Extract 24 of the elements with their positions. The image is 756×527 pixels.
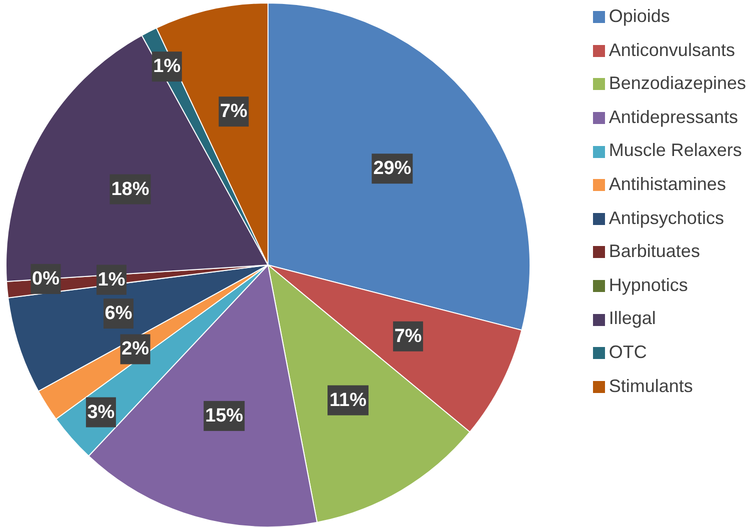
legend-label: Illegal	[608, 308, 656, 328]
data-label: 15%	[205, 405, 244, 426]
legend-label: Muscle Relaxers	[608, 140, 742, 160]
data-label: 3%	[87, 402, 115, 423]
text: 0%	[32, 268, 60, 290]
data-label: 2%	[122, 338, 150, 360]
legend-label: Antihistamines	[608, 174, 726, 194]
legend-label: Antidepressants	[608, 106, 738, 127]
legend-label: Anticonvulsants	[608, 40, 735, 60]
legend-label: Barbituates	[608, 241, 700, 262]
legend-label: Hypnotics	[608, 274, 688, 295]
data-label: 11%	[330, 390, 367, 411]
data-label: 6%	[104, 303, 132, 324]
data-label: 29%	[373, 158, 412, 180]
data-label: 1%	[153, 56, 181, 78]
legend-label: Opioids	[608, 6, 670, 26]
legend-label: Stimulants	[608, 376, 693, 396]
data-label: 18%	[111, 178, 150, 200]
data-label: 7%	[220, 101, 248, 122]
data-label: 7%	[394, 326, 422, 347]
legend-label: Benzodiazepines	[608, 73, 746, 94]
data-label: 1%	[98, 269, 126, 290]
legend-label: OTC	[608, 342, 647, 362]
legend-label: Antipsychotics	[608, 208, 724, 228]
